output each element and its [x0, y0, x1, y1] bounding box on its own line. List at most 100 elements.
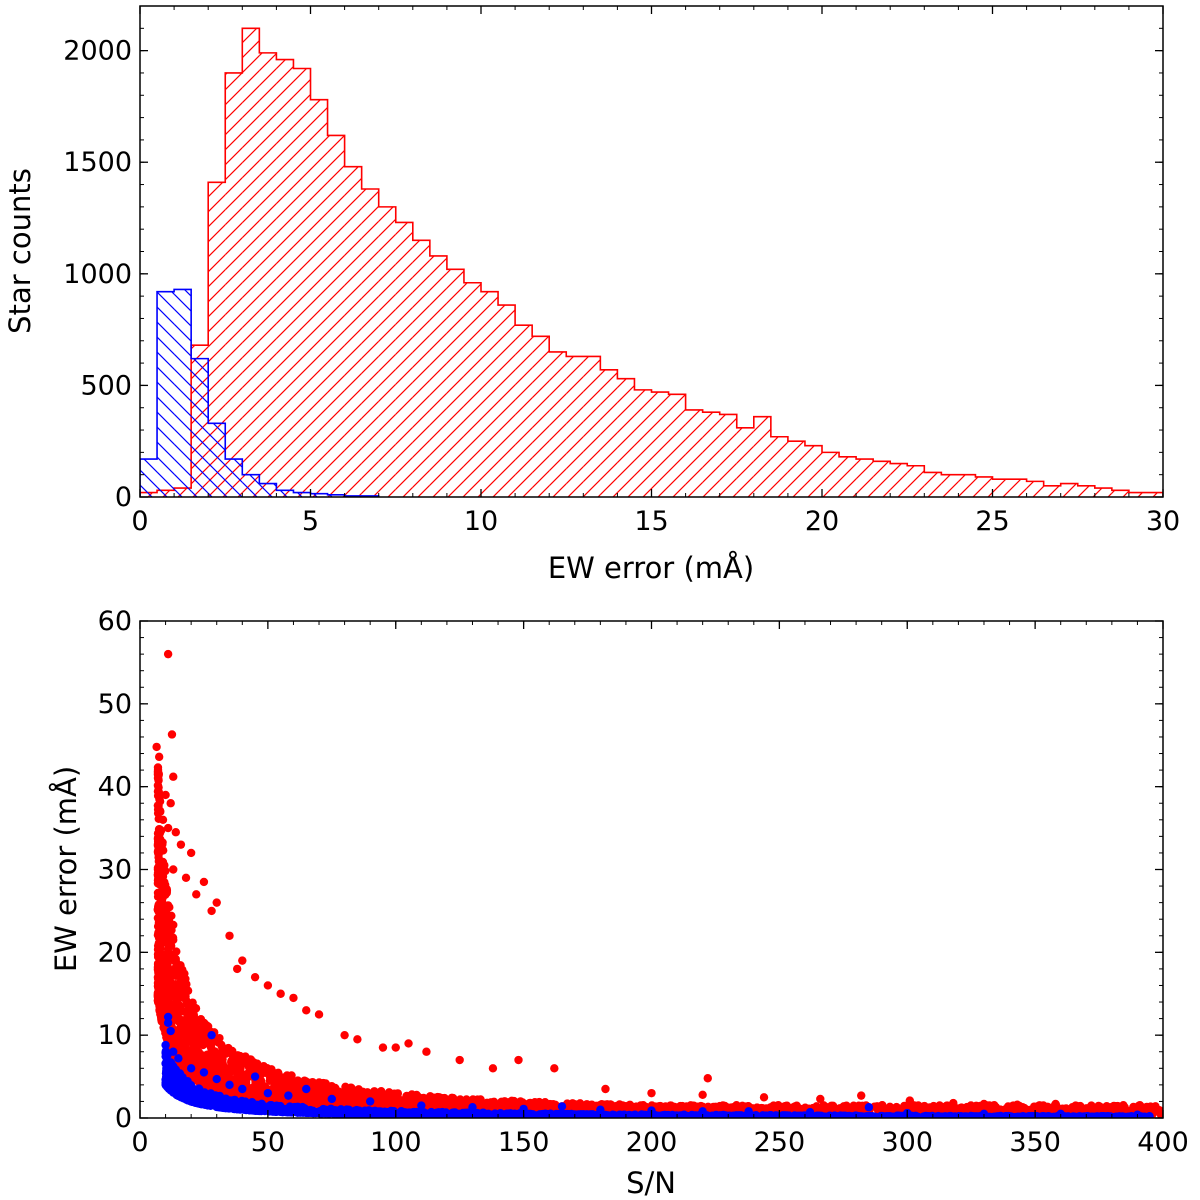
scatter-x-tick-label: 350 — [1009, 1127, 1061, 1158]
histogram-bar — [600, 369, 618, 497]
histogram-bar — [719, 414, 737, 497]
blue-scatter-point — [490, 1111, 500, 1118]
red-scatter-point — [1043, 1103, 1052, 1113]
blue-scatter-point — [163, 1018, 173, 1027]
red-scatter-point — [319, 1078, 328, 1088]
blue-scatter-point — [614, 1111, 624, 1118]
red-scatter-point — [404, 1039, 413, 1048]
blue-scatter-point — [519, 1104, 528, 1114]
scatter-y-axis-label: EW error (mÅ) — [49, 766, 83, 972]
blue-scatter-point — [411, 1110, 420, 1118]
blue-scatter-point — [846, 1112, 855, 1118]
histogram-bar — [310, 99, 328, 497]
red-scatter-point — [233, 1076, 243, 1086]
histogram-bar — [412, 240, 430, 497]
blue-scatter-point — [186, 1095, 195, 1105]
red-scatter-point — [359, 1090, 369, 1099]
histogram-bar — [685, 409, 703, 497]
red-scatter-point — [979, 1099, 989, 1109]
red-scatter-point — [1087, 1101, 1096, 1110]
blue-scatter-point — [1038, 1112, 1048, 1118]
blue-scatter-point — [942, 1112, 951, 1118]
blue-scatter-point — [910, 1112, 920, 1118]
histogram-bar — [310, 493, 328, 497]
blue-scatter-point — [476, 1110, 486, 1118]
histogram-bar — [242, 28, 260, 497]
red-scatter-point — [369, 1090, 379, 1100]
blue-scatter-point — [774, 1112, 783, 1118]
red-scatter-point — [153, 868, 163, 878]
histogram-y-tick-label: 2000 — [63, 36, 132, 67]
scatter-y-tick-label: 30 — [98, 855, 132, 886]
blue-scatter-point — [327, 1094, 337, 1104]
blue-scatter-point — [219, 1098, 228, 1107]
red-scatter-point — [155, 930, 164, 940]
histogram-bar — [174, 289, 192, 497]
scatter-x-tick-label: 300 — [881, 1127, 933, 1158]
red-scatter-point — [263, 981, 273, 990]
scatter-x-tick-label: 250 — [754, 1127, 806, 1158]
blue-scatter-point — [672, 1111, 681, 1118]
blue-scatter-point — [566, 1110, 575, 1118]
red-scatter-point — [155, 806, 164, 816]
red-scatter-point — [184, 1032, 193, 1041]
red-scatter-point — [550, 1064, 559, 1073]
scatter-y-tick-label: 50 — [98, 689, 132, 720]
red-scatter-point — [791, 1103, 801, 1113]
histogram-y-tick-label: 0 — [115, 482, 132, 513]
red-scatter-point — [200, 1039, 209, 1049]
scatter-x-tick-label: 100 — [370, 1127, 422, 1158]
scatter-x-tick-label: 200 — [626, 1127, 678, 1158]
red-scatter-point — [498, 1101, 508, 1110]
scatter-frame — [139, 620, 1164, 1119]
blue-scatter-point — [596, 1105, 605, 1114]
blue-scatter-point — [952, 1112, 961, 1118]
blue-scatter-point — [364, 1106, 374, 1115]
blue-scatter-point — [816, 1112, 826, 1118]
red-scatter-point — [624, 1101, 633, 1110]
histogram-x-axis-label: EW error (mÅ) — [548, 551, 754, 585]
histogram-bar — [941, 474, 959, 497]
red-scatter-point — [289, 993, 298, 1003]
red-scatter-point — [475, 1101, 484, 1110]
histogram-x-tick-label: 15 — [634, 506, 668, 537]
red-scatter-point — [1051, 1099, 1060, 1109]
red-scatter-point — [171, 828, 181, 837]
red-scatter-point — [514, 1055, 523, 1065]
blue-scatter-point — [163, 1012, 173, 1022]
red-scatter-point — [354, 1085, 363, 1094]
blue-scatter-point — [284, 1091, 293, 1100]
red-scatter-point — [422, 1047, 431, 1056]
red-scatter-point — [191, 1039, 200, 1048]
blue-scatter-point — [169, 1047, 178, 1056]
blue-scatter-point — [504, 1110, 514, 1118]
histogram-bar — [259, 483, 277, 497]
histogram-bar — [634, 389, 652, 497]
red-scatter-point — [849, 1101, 858, 1110]
red-scatter-point — [208, 1047, 217, 1056]
histogram-bar — [157, 291, 175, 497]
red-scatter-point — [155, 985, 165, 995]
red-scatter-point — [180, 1057, 189, 1066]
red-scatter-point — [217, 1068, 227, 1077]
red-scatter-point — [160, 938, 170, 947]
blue-scatter-point — [919, 1112, 928, 1118]
red-scatter-point — [731, 1103, 741, 1113]
histogram-bar — [907, 465, 925, 497]
red-scatter-point — [759, 1093, 769, 1102]
red-scatter-point — [171, 956, 181, 966]
red-scatter-point — [225, 931, 234, 940]
histogram-bar — [1043, 485, 1061, 497]
histogram-bar — [429, 255, 447, 497]
red-scatter-point — [192, 890, 201, 899]
red-scatter-point — [154, 825, 164, 834]
histogram-bar — [327, 494, 345, 497]
blue-scatter-point — [1080, 1112, 1089, 1118]
blue-scatter-point — [353, 1108, 362, 1118]
red-scatter-point — [204, 1077, 213, 1087]
red-scatter-point — [234, 1065, 243, 1075]
histogram-bar — [958, 474, 976, 497]
